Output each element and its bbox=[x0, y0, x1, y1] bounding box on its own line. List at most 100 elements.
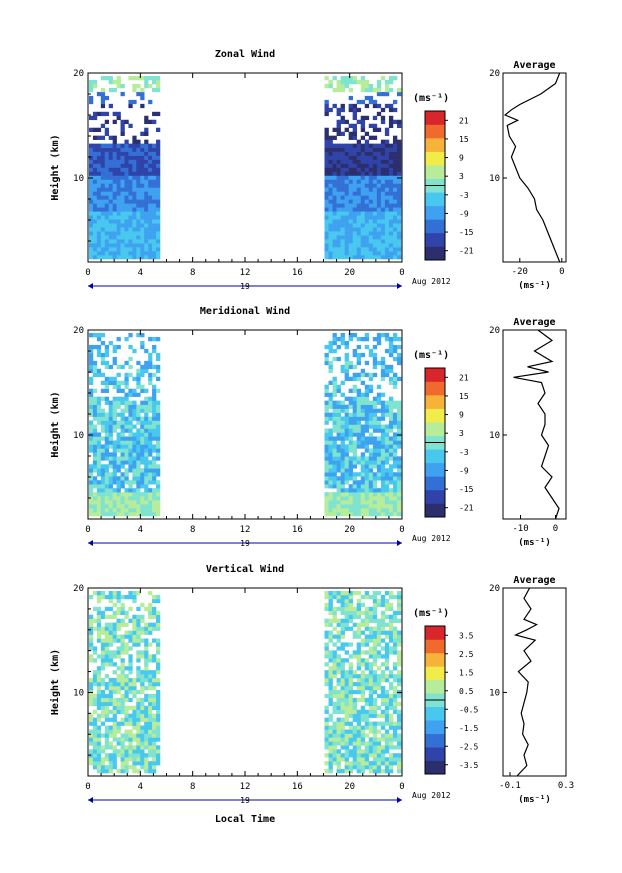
heatmap-cell bbox=[108, 638, 113, 643]
heatmap-cell bbox=[156, 452, 161, 457]
heatmap-cell bbox=[380, 638, 386, 643]
heatmap-cell bbox=[144, 769, 149, 774]
heatmap-cell bbox=[96, 404, 102, 409]
heatmap-cell bbox=[144, 500, 149, 505]
heatmap-cell bbox=[116, 151, 121, 156]
heatmap-cell bbox=[132, 591, 137, 596]
heatmap-cell bbox=[368, 753, 374, 758]
heatmap-cell bbox=[360, 400, 366, 405]
heatmap-cell bbox=[324, 183, 329, 188]
heatmap-cell bbox=[376, 512, 382, 517]
heatmap-cell bbox=[148, 239, 153, 244]
heatmap-cell bbox=[116, 622, 121, 627]
heatmap-cell bbox=[100, 610, 106, 616]
x-axis-label: Local Time bbox=[215, 813, 275, 825]
heatmap-cell bbox=[112, 235, 117, 240]
heatmap-cell bbox=[144, 705, 149, 710]
heatmap-cell bbox=[384, 79, 390, 85]
heatmap-cell bbox=[340, 622, 345, 627]
heatmap-cell bbox=[344, 753, 349, 758]
heatmap-cell bbox=[332, 504, 337, 509]
heatmap-cell bbox=[128, 424, 133, 429]
heatmap-cell bbox=[132, 456, 137, 461]
heatmap-cell bbox=[140, 103, 145, 109]
heatmap-cell bbox=[140, 155, 145, 160]
heatmap-cell bbox=[376, 642, 382, 647]
heatmap-cell bbox=[372, 460, 378, 465]
heatmap-cell bbox=[108, 753, 113, 758]
heatmap-cell bbox=[360, 155, 366, 160]
heatmap-cell bbox=[144, 139, 149, 144]
heatmap-cell bbox=[380, 211, 386, 216]
heatmap-cell bbox=[348, 175, 353, 180]
heatmap-cell bbox=[348, 464, 353, 469]
heatmap-cell bbox=[336, 131, 341, 136]
heatmap-cell bbox=[336, 717, 341, 722]
heatmap-cell bbox=[132, 76, 137, 81]
heatmap-cell bbox=[372, 610, 378, 616]
heatmap-cell bbox=[108, 729, 113, 734]
heatmap-cell bbox=[376, 464, 382, 469]
heatmap-cell bbox=[156, 638, 161, 643]
heatmap-cell bbox=[352, 432, 358, 437]
heatmap-cell bbox=[156, 163, 161, 168]
heatmap-cell bbox=[368, 187, 374, 192]
heatmap-cell bbox=[144, 709, 149, 714]
heatmap-cell bbox=[156, 464, 161, 469]
colorbar-tick-label: -21 bbox=[459, 247, 474, 256]
heatmap-cell bbox=[92, 500, 98, 505]
heatmap-cell bbox=[144, 606, 149, 612]
heatmap-cell bbox=[144, 219, 149, 224]
heatmap-cell bbox=[156, 231, 161, 236]
heatmap-cell bbox=[348, 697, 353, 703]
heatmap-cell bbox=[92, 231, 98, 236]
heatmap-cell bbox=[340, 223, 345, 228]
heatmap-cell bbox=[96, 448, 102, 453]
heatmap-cell bbox=[356, 392, 362, 397]
heatmap-cell bbox=[136, 638, 141, 643]
heatmap-cell bbox=[360, 476, 366, 481]
heatmap-cell bbox=[340, 630, 345, 635]
heatmap-cell bbox=[96, 215, 102, 220]
heatmap-cell bbox=[380, 147, 386, 152]
heatmap-cell bbox=[340, 155, 345, 160]
heatmap-cell bbox=[364, 666, 370, 671]
heatmap-cell bbox=[156, 737, 161, 742]
heatmap-cell bbox=[344, 203, 349, 208]
heatmap-cell bbox=[372, 372, 378, 378]
heatmap-cell bbox=[120, 733, 125, 738]
heatmap-cell bbox=[152, 219, 157, 224]
heatmap-cell bbox=[136, 211, 141, 216]
heatmap-cell bbox=[328, 678, 333, 683]
heatmap-cell bbox=[396, 512, 402, 517]
heatmap-cell bbox=[344, 396, 349, 401]
heatmap-cell bbox=[376, 392, 382, 397]
heatmap-cell bbox=[144, 83, 149, 89]
heatmap-cell bbox=[340, 753, 345, 758]
heatmap-cell bbox=[368, 512, 374, 517]
heatmap-cell bbox=[360, 452, 366, 457]
heatmap-cell bbox=[376, 705, 382, 710]
heatmap-cell bbox=[116, 420, 121, 425]
heatmap-cell bbox=[388, 199, 394, 204]
heatmap-cell bbox=[384, 460, 390, 465]
heatmap-cell bbox=[140, 255, 145, 260]
heatmap-cell bbox=[384, 508, 390, 513]
heatmap-cell bbox=[356, 642, 362, 647]
heatmap-cell bbox=[140, 765, 145, 770]
heatmap-cell bbox=[96, 500, 102, 505]
heatmap-cell bbox=[132, 155, 137, 160]
heatmap-cell bbox=[108, 709, 113, 714]
heatmap-cell bbox=[89, 251, 94, 256]
heatmap-cell bbox=[348, 602, 353, 608]
heatmap-cell bbox=[124, 713, 129, 718]
heatmap-cell bbox=[336, 448, 341, 453]
heatmap-cell bbox=[356, 223, 362, 228]
heatmap-cell bbox=[392, 239, 398, 244]
heatmap-cell bbox=[104, 646, 110, 651]
heatmap-cell bbox=[132, 460, 137, 465]
heatmap-cell bbox=[120, 646, 125, 651]
heatmap-cell bbox=[128, 392, 133, 397]
heatmap-cell bbox=[372, 646, 378, 651]
heatmap-cell bbox=[92, 183, 98, 188]
